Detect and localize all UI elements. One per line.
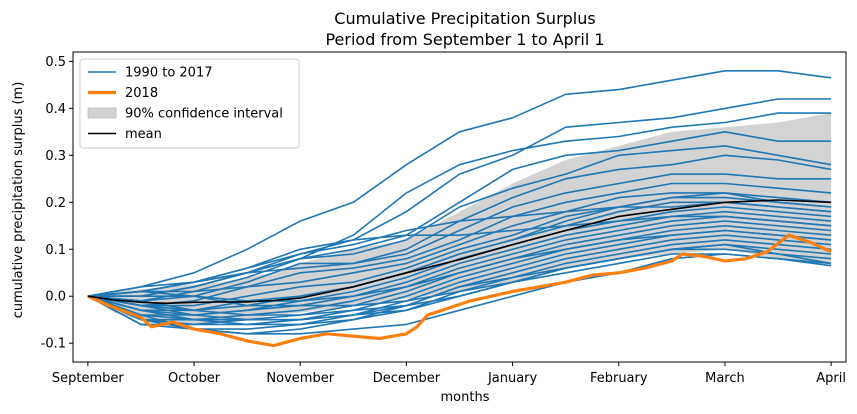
- axes-frame: [72, 51, 847, 363]
- legend-label: 1990 to 2017: [125, 66, 212, 81]
- y-tick-label: 0.3: [45, 149, 66, 164]
- axes: -0.1 0.0 0.1 0.2 0.3 0.4 0.5 September October No…: [41, 51, 847, 386]
- year-line-27: [87, 192, 832, 312]
- legend-box: [79, 58, 300, 149]
- year-line-7: [87, 182, 832, 302]
- year-line-26: [87, 215, 832, 297]
- year-line-0: [87, 70, 832, 297]
- y-axis-label: cumulative precipitation surplus (m): [11, 82, 26, 319]
- year-line-22: [87, 229, 832, 302]
- series-mean-line: [87, 199, 832, 305]
- x-tick-label: December: [373, 371, 441, 386]
- x-tick-label: April: [816, 371, 846, 386]
- x-tick-label: November: [266, 371, 334, 386]
- x-tick-label: October: [168, 371, 221, 386]
- year-line-8: [87, 192, 832, 307]
- x-tick-label: February: [590, 371, 648, 386]
- legend-label: 2018: [125, 86, 158, 101]
- x-axis-label: months: [441, 390, 490, 405]
- y-tick-label: 0.4: [45, 102, 66, 117]
- legend: 1990 to 2017 2018 90% confidence interval m…: [79, 58, 300, 149]
- chart-title: Cumulative Precipitation Surplus: [334, 9, 595, 28]
- y-tick-label: 0.0: [45, 290, 66, 305]
- legend-label: 90% confidence interval: [125, 107, 283, 122]
- plot-area: [87, 70, 832, 348]
- year-line-6: [87, 173, 832, 302]
- y-tick-label: 0.1: [45, 243, 66, 258]
- year-line-18: [87, 239, 832, 326]
- year-line-21: [87, 253, 832, 307]
- x-tick-label: January: [487, 371, 538, 386]
- confidence-band: [87, 113, 832, 325]
- legend-label: mean: [125, 127, 162, 142]
- x-tick-label: September: [52, 371, 125, 386]
- year-line-13: [87, 215, 832, 321]
- y-tick-label: -0.1: [41, 337, 66, 352]
- y-tick-label: 0.2: [45, 196, 66, 211]
- year-line-12: [87, 210, 832, 316]
- year-line-15: [87, 225, 832, 326]
- y-tick-label: 0.5: [45, 55, 66, 70]
- series-2018-line: [87, 233, 832, 348]
- legend-swatch: [87, 107, 117, 119]
- chart-subtitle: Period from September 1 to April 1: [325, 30, 604, 49]
- x-tick-label: March: [705, 371, 745, 386]
- year-line-3: [87, 131, 832, 297]
